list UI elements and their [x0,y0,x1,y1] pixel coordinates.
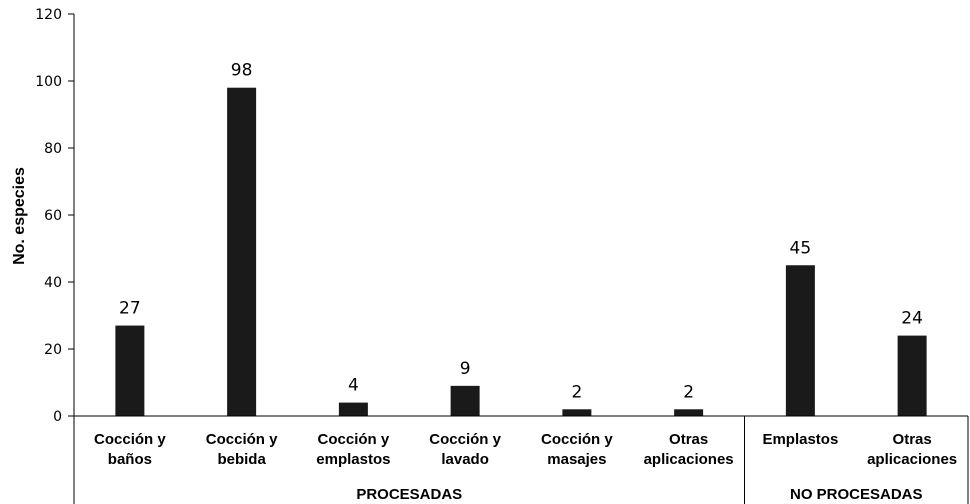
bar [785,265,815,416]
data-label: 9 [460,359,471,379]
y-tick-label: 100 [35,74,62,90]
data-label: 98 [231,61,253,81]
group-label: NO PROCESADAS [790,486,923,503]
y-tick-label: 20 [44,342,62,358]
category-label: Otras aplicaciones [644,431,734,468]
bar [674,409,704,416]
bar [562,409,592,416]
data-label: 2 [571,382,582,402]
data-labels: 27 98 4 9 2 2 45 24 [119,61,923,403]
category-label: Emplastos [762,431,838,448]
group-labels: PROCESADAS NO PROCESADAS [356,486,922,503]
y-axis-ticks: 0 20 40 60 80 100 120 [35,7,74,425]
category-label: Otras aplicaciones [867,431,957,468]
data-label: 2 [683,382,694,402]
bar [450,385,480,416]
category-labels: Cocción y baños Cocción y bebida Cocción y em… [94,431,957,468]
y-tick-label: 40 [44,275,62,291]
y-tick-label: 120 [35,7,62,23]
category-label: Cocción y baños [94,431,166,468]
data-label: 24 [901,309,923,329]
category-label: Cocción y lavado [429,431,501,468]
group-label: PROCESADAS [356,486,462,503]
bar [338,402,368,416]
category-label: Cocción y masajes [541,431,613,468]
category-label: Cocción y bebida [206,431,278,468]
data-label: 27 [119,299,141,319]
data-label: 4 [348,376,359,396]
bar [115,325,145,416]
y-tick-label: 0 [53,409,62,425]
axes [73,14,969,504]
y-tick-label: 80 [44,141,62,157]
category-label: Cocción y emplastos [316,431,390,468]
bar [227,87,257,416]
bar [897,335,927,416]
y-axis-title: No. especies [11,167,28,265]
data-label: 45 [790,238,812,258]
bars [115,87,927,416]
y-tick-label: 60 [44,208,62,224]
